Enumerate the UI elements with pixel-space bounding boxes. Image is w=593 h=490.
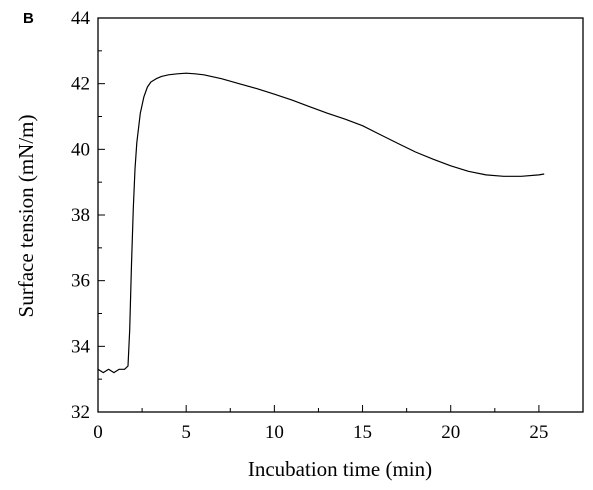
y-tick-label: 38 <box>71 205 90 226</box>
x-tick-label: 0 <box>93 422 103 443</box>
series-group <box>97 72 545 374</box>
y-axis-title: Surface tension (mN/m) <box>14 115 38 318</box>
y-axis: 32 34 36 38 40 42 44 <box>71 8 105 423</box>
y-tick-label: 34 <box>71 336 91 357</box>
x-tick-label: 20 <box>441 422 460 443</box>
plot-frame <box>97 17 584 413</box>
plot-border <box>97 17 584 413</box>
x-tick-label: 5 <box>181 422 191 443</box>
y-tick-label: 32 <box>71 402 90 423</box>
y-tick-label: 42 <box>71 74 90 95</box>
surface-tension-line <box>97 72 545 374</box>
x-axis: 0 5 10 15 20 25 <box>93 405 584 443</box>
x-tick-label: 10 <box>265 422 284 443</box>
x-axis-title: Incubation time (min) <box>248 457 432 481</box>
y-tick-label: 44 <box>71 8 91 29</box>
y-tick-label: 40 <box>71 139 90 160</box>
panel-label: B <box>23 10 34 27</box>
x-tick-label: 15 <box>353 422 372 443</box>
x-tick-label: 25 <box>529 422 548 443</box>
y-tick-label: 36 <box>71 271 90 292</box>
